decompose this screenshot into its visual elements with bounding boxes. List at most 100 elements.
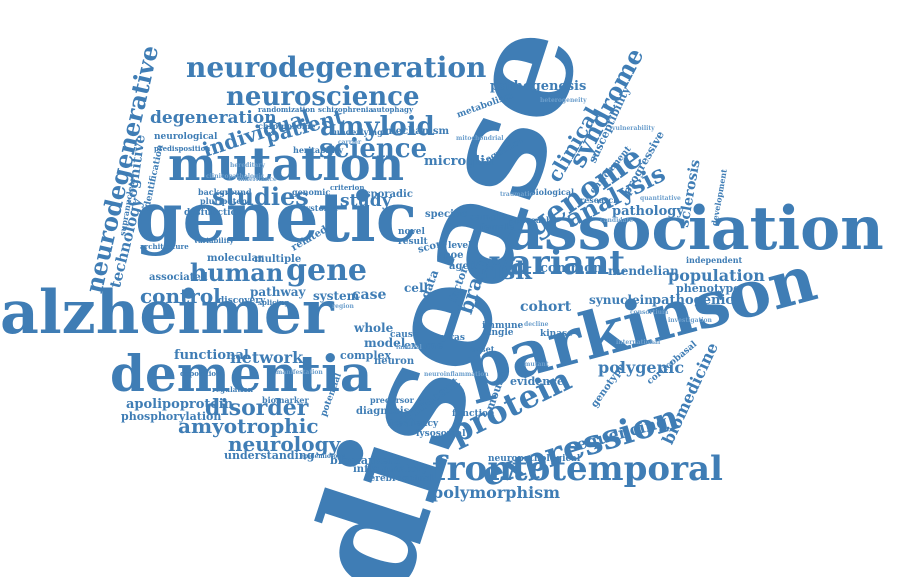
word-control: control [140,284,221,308]
word-independent: independent [686,255,743,265]
word-studies: studies [212,182,309,211]
word-genetic: genetic [135,178,418,258]
word-amyotrophic: amyotrophic [178,414,319,438]
word-traumatic: traumatic [500,191,534,198]
word-polymorphism: polymorphism [432,483,561,502]
word-mutation: mutation [168,137,405,191]
word-neurology: neurology [228,432,341,456]
word-regulation: regulation [212,385,253,394]
word-polygenic: polygenic [598,358,685,377]
word-region: region [332,303,354,310]
word-understanding: understanding [224,449,315,462]
word-frequency: frequency [388,419,439,429]
word-dysfunction: dysfunction [184,208,244,218]
word-clinicopathologic: clinicopathologic [206,173,265,180]
word-risk: risk [480,256,532,285]
word-background: background [198,187,252,197]
word-criterion: criterion [330,183,365,192]
word-splicing: splicing [258,298,290,307]
word-decline: decline [524,321,549,328]
word-manifestation: manifestation [276,369,323,376]
word-sample: sample [470,213,506,223]
word-research: research [580,195,619,205]
word-quantitative: quantitative [640,195,681,202]
word-pathogenesis: pathogenesis [490,79,587,94]
word-associated: associated [149,272,208,283]
word-phenotype: phenotype [676,282,741,295]
word-whole: whole [354,321,394,335]
word-approach: approach [510,215,552,225]
word-vulnerability: vulnerability [612,125,655,132]
word-pathway: pathway [250,285,306,299]
word-familial: familial [396,344,422,351]
word-kinase: kinase [540,329,573,339]
word-inheritance: inheritance [238,176,277,183]
word-carrier: carrier [338,139,362,146]
word-genomic: genomic [292,187,331,197]
word-neuropathological: neuropathological [488,454,581,464]
word-neuron: neuron [374,356,415,367]
word-neurodegeneration: neurodegeneration [186,51,487,84]
word-predisposition: predisposition [154,144,211,153]
word-neuroscience: neuroscience [226,82,420,112]
word-multiple: multiple [254,254,302,265]
word-variability: variability [194,236,234,245]
word-inflammatory: inflammatory [353,464,428,475]
word-mechanism: mechanism [385,126,450,137]
word-precursor: precursor [370,395,414,405]
word-immune: immune [482,321,524,331]
word-functional: functional [174,348,249,363]
word-sporadic: sporadic [365,189,413,200]
word-investigation: investigation [668,317,712,324]
word-complex: complex [340,349,392,362]
word-variant: variant [490,243,626,283]
word-neurological: neurological [154,132,218,142]
word-onset: onset [470,344,495,354]
word-mitochondrial: mitochondrial [456,135,504,142]
word-function: function [452,409,495,419]
word-synuclein: synuclein [589,293,653,307]
word-apoe: apoe [437,250,464,261]
word-novel: novel [398,227,425,237]
word-consortium: consortium [630,309,669,316]
word-discovery: discovery [218,296,266,306]
word-network: network [230,348,304,367]
word-gwas: gwas [440,333,465,343]
word-cell: cell [404,281,429,295]
word-diagnosis: diagnosis [356,406,410,417]
word-mendelian: mendelian [608,264,679,278]
word-dementia: dementia [110,344,373,403]
word-phosphorylation: phosphorylation [121,410,222,423]
word-level: level [448,241,472,251]
word-epidemiology: epidemiology [300,453,345,460]
word-human: human [190,258,284,287]
word-gene: gene [286,253,367,288]
word-international: international [616,339,661,346]
word-model: model [364,336,406,350]
word-chromosome: chromosome [258,121,316,131]
word-underlying: underlying [334,127,383,137]
word-architecture: architecture [140,242,189,251]
word-molecular: molecular [207,253,264,264]
word-biomedicine: biomedicine [658,339,722,448]
word-cause: cause [390,330,419,340]
word-dystonia: dystonia [300,203,338,213]
word-pathogenic: pathogenic [652,293,734,308]
word-science: science [319,134,428,164]
word-microglia: microglia [424,154,494,169]
word-population: population [668,266,765,285]
word-amyloid: amyloid [320,112,435,142]
word-cohort: cohort [520,299,572,315]
word-frontotemporal: frontotemporal [432,449,723,489]
word-aged: aged [449,261,476,272]
word-pluripotent: pluripotent [200,196,251,206]
word-schizophrenia: schizophrenia [318,105,374,114]
word-apolipoprotein: apolipoprotein [126,397,234,412]
word-biomarkers: biomarkers [330,454,401,467]
word-cerebrospinal: cerebrospinal [364,474,434,484]
word-heterogeneity: heterogeneity [540,97,587,104]
word-result: result [398,237,428,247]
word-case: case [352,287,387,303]
word-lysosomal: lysosomal [416,429,466,439]
